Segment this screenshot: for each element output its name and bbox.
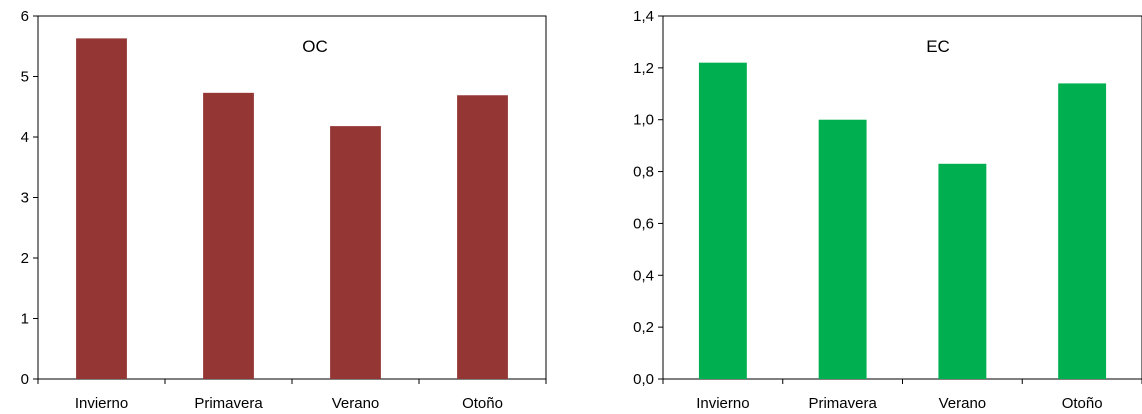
ec-chart: 0,0 0,2 0,4 0,6 0,8 1,0 1,2 1,4 Invierno Primaver… (633, 8, 1142, 412)
oc-category-label-1: Primavera (194, 395, 263, 412)
oc-chart: 0 1 2 3 4 5 6 Invierno Primavera Verano Otoño OC (21, 8, 547, 412)
oc-bar-3 (457, 95, 508, 379)
oc-bar-0 (76, 38, 127, 379)
oc-bar-1 (203, 92, 254, 380)
ec-ytick-label-7: 1,4 (633, 8, 654, 25)
ec-ytick-label-1: 0,2 (633, 319, 654, 336)
ec-bar-2 (938, 163, 987, 379)
ec-ytick-label-6: 1,2 (633, 60, 654, 77)
oc-ytick-label-5: 5 (21, 69, 29, 86)
oc-chart-title: OC (302, 37, 328, 56)
ec-bar-3 (1058, 83, 1107, 380)
ec-ytick-label-2: 0,4 (633, 267, 654, 284)
oc-category-label-0: Invierno (75, 395, 128, 412)
ec-ytick-label-0: 0,0 (633, 371, 654, 388)
ec-chart-title: EC (926, 37, 950, 56)
ec-ytick-label-4: 0,8 (633, 164, 654, 181)
ec-category-label-2: Verano (939, 395, 987, 412)
ec-category-label-0: Invierno (696, 395, 749, 412)
oc-ytick-label-4: 4 (21, 129, 29, 146)
oc-ytick-label-3: 3 (21, 190, 29, 207)
oc-ytick-label-1: 1 (21, 311, 29, 328)
ec-category-label-3: Otoño (1062, 395, 1103, 412)
ec-bar-0 (698, 62, 747, 380)
oc-category-label-3: Otoño (462, 395, 503, 412)
oc-category-label-2: Verano (332, 395, 380, 412)
oc-ytick-label-0: 0 (21, 371, 29, 388)
ec-ytick-label-5: 1,0 (633, 112, 654, 129)
oc-ytick-label-6: 6 (21, 8, 29, 25)
oc-bar-2 (330, 126, 381, 379)
ec-category-label-1: Primavera (808, 395, 877, 412)
ec-ytick-label-3: 0,6 (633, 215, 654, 232)
ec-bar-1 (818, 119, 867, 379)
oc-ytick-label-2: 2 (21, 250, 29, 267)
